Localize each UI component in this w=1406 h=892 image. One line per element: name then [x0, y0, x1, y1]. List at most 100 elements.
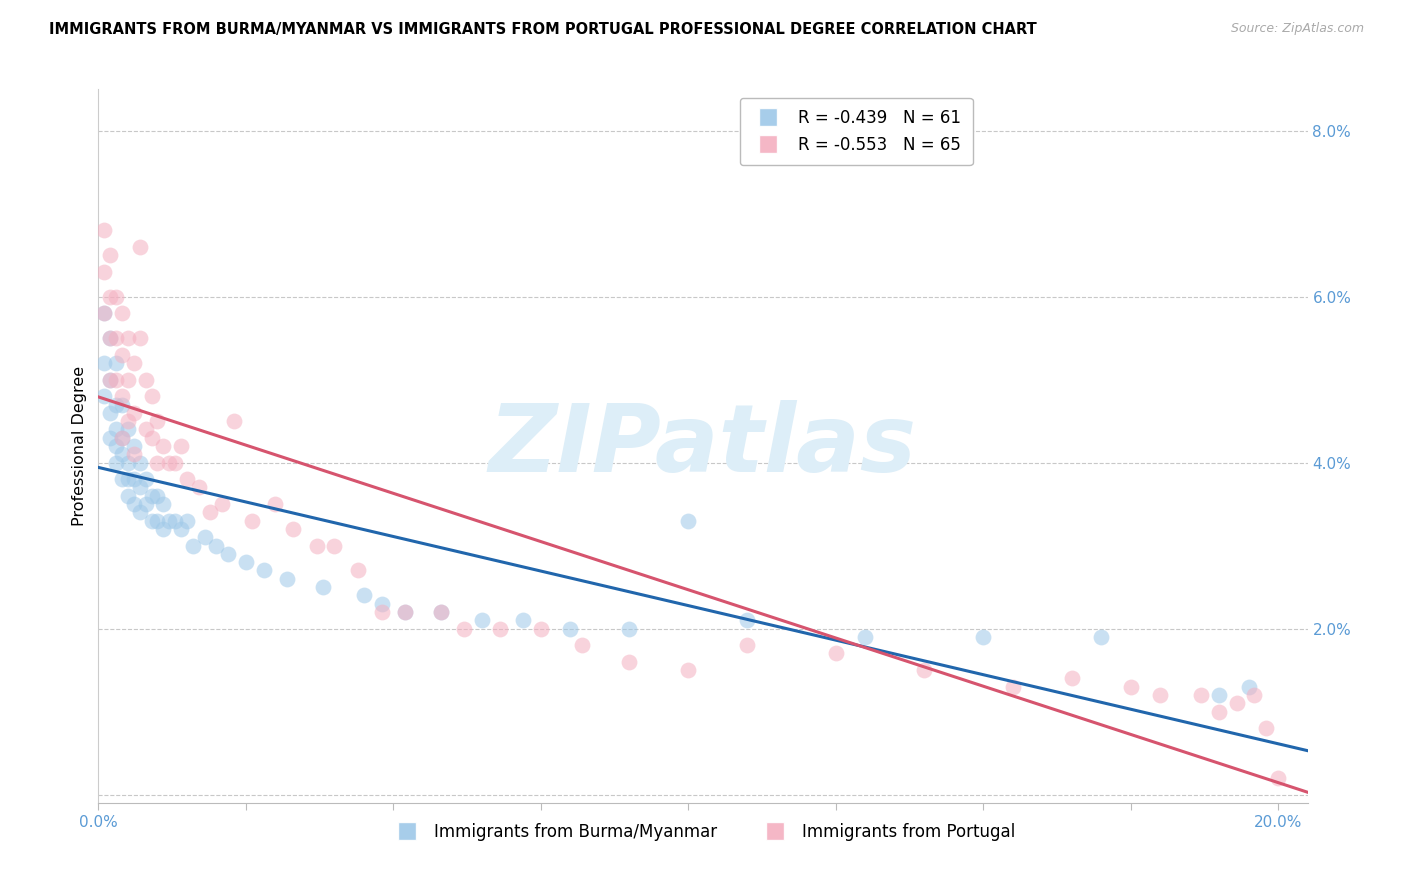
Point	[98, 331, 121, 345]
Point	[111, 472, 134, 486]
Point	[187, 481, 209, 495]
Point	[1149, 688, 1171, 702]
Point	[619, 655, 641, 669]
Point	[264, 497, 287, 511]
Point	[141, 489, 163, 503]
Point	[157, 514, 180, 528]
Point	[117, 373, 139, 387]
Point	[853, 630, 876, 644]
Point	[98, 406, 121, 420]
Point	[135, 497, 157, 511]
Point	[117, 414, 139, 428]
Point	[571, 638, 593, 652]
Point	[678, 663, 700, 677]
Point	[135, 422, 157, 436]
Point	[105, 397, 128, 411]
Point	[98, 290, 121, 304]
Point	[912, 663, 935, 677]
Point	[117, 422, 139, 436]
Point	[146, 414, 169, 428]
Point	[111, 397, 134, 411]
Point	[93, 265, 115, 279]
Point	[122, 447, 145, 461]
Point	[972, 630, 994, 644]
Point	[93, 306, 115, 320]
Point	[311, 580, 333, 594]
Point	[122, 472, 145, 486]
Point	[146, 489, 169, 503]
Point	[1267, 771, 1289, 785]
Point	[222, 414, 245, 428]
Point	[165, 514, 187, 528]
Point	[1208, 705, 1230, 719]
Point	[276, 572, 298, 586]
Point	[105, 290, 128, 304]
Point	[93, 306, 115, 320]
Point	[122, 356, 145, 370]
Point	[323, 539, 346, 553]
Point	[619, 622, 641, 636]
Point	[347, 564, 370, 578]
Point	[117, 489, 139, 503]
Point	[111, 348, 134, 362]
Point	[105, 422, 128, 436]
Point	[135, 373, 157, 387]
Point	[1226, 696, 1249, 710]
Point	[824, 647, 846, 661]
Point	[128, 456, 150, 470]
Point	[122, 497, 145, 511]
Point	[170, 439, 193, 453]
Text: ZIPatlas: ZIPatlas	[489, 400, 917, 492]
Point	[105, 456, 128, 470]
Point	[1256, 721, 1278, 735]
Point	[98, 331, 121, 345]
Point	[429, 605, 451, 619]
Point	[194, 530, 217, 544]
Point	[117, 472, 139, 486]
Point	[93, 356, 115, 370]
Point	[240, 514, 263, 528]
Point	[235, 555, 257, 569]
Point	[111, 447, 134, 461]
Point	[141, 389, 163, 403]
Point	[176, 472, 198, 486]
Point	[165, 456, 187, 470]
Point	[678, 514, 700, 528]
Point	[128, 481, 150, 495]
Point	[105, 373, 128, 387]
Point	[281, 522, 304, 536]
Point	[152, 497, 174, 511]
Point	[146, 514, 169, 528]
Point	[1237, 680, 1260, 694]
Point	[117, 456, 139, 470]
Point	[128, 240, 150, 254]
Point	[152, 522, 174, 536]
Text: Source: ZipAtlas.com: Source: ZipAtlas.com	[1230, 22, 1364, 36]
Point	[122, 406, 145, 420]
Point	[200, 505, 222, 519]
Point	[353, 588, 375, 602]
Point	[1208, 688, 1230, 702]
Point	[205, 539, 228, 553]
Point	[512, 613, 534, 627]
Point	[152, 439, 174, 453]
Y-axis label: Professional Degree: Professional Degree	[72, 366, 87, 526]
Point	[305, 539, 328, 553]
Point	[394, 605, 416, 619]
Point	[1189, 688, 1212, 702]
Point	[111, 306, 134, 320]
Point	[1060, 671, 1083, 685]
Point	[111, 431, 134, 445]
Point	[560, 622, 582, 636]
Point	[128, 505, 150, 519]
Legend: Immigrants from Burma/Myanmar, Immigrants from Portugal: Immigrants from Burma/Myanmar, Immigrant…	[384, 817, 1022, 848]
Point	[98, 373, 121, 387]
Point	[141, 431, 163, 445]
Point	[252, 564, 274, 578]
Text: IMMIGRANTS FROM BURMA/MYANMAR VS IMMIGRANTS FROM PORTUGAL PROFESSIONAL DEGREE CO: IMMIGRANTS FROM BURMA/MYANMAR VS IMMIGRA…	[49, 22, 1038, 37]
Point	[146, 456, 169, 470]
Point	[98, 373, 121, 387]
Point	[217, 547, 239, 561]
Point	[735, 638, 758, 652]
Point	[135, 472, 157, 486]
